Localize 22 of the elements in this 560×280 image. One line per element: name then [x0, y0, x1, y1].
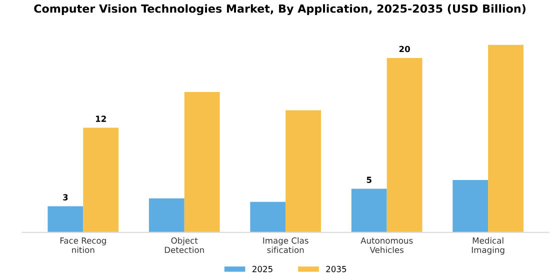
bar	[386, 58, 422, 232]
bar	[184, 92, 220, 232]
data-label: 3	[63, 194, 68, 200]
x-tick-label: Face Recog nition	[60, 238, 106, 254]
x-tick-label: Autonomous Vehicles	[360, 238, 413, 254]
legend-label: 2025	[252, 266, 272, 272]
data-label: 12	[96, 116, 106, 122]
data-label: 5	[366, 176, 372, 184]
x-tick-label: Medical Imaging	[472, 237, 504, 255]
bar	[48, 206, 84, 232]
x-tick-label: Object Detection	[164, 237, 204, 254]
x-tick-label: Image Clas sification	[263, 237, 308, 254]
data-label: 20	[399, 46, 410, 52]
bar	[488, 44, 524, 232]
chart-title: Computer Vision Technologies Market, By Application, 2025-2035 (USD Billion)	[34, 4, 526, 16]
bar	[351, 188, 387, 232]
legend-label: 2035	[326, 266, 346, 272]
bar	[250, 202, 286, 232]
bar	[452, 180, 488, 232]
bar	[286, 110, 322, 232]
bar	[83, 128, 119, 232]
bar	[148, 198, 184, 232]
